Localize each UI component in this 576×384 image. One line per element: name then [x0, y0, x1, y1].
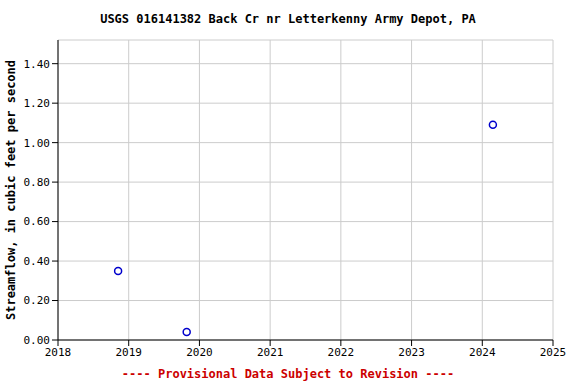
- svg-text:2023: 2023: [398, 346, 425, 359]
- svg-text:0.00: 0.00: [24, 334, 51, 347]
- svg-text:1.40: 1.40: [24, 58, 51, 71]
- svg-text:1.00: 1.00: [24, 137, 51, 150]
- svg-text:2019: 2019: [115, 346, 142, 359]
- svg-text:1.20: 1.20: [24, 97, 51, 110]
- svg-text:2018: 2018: [45, 346, 72, 359]
- svg-text:2024: 2024: [469, 346, 496, 359]
- svg-text:0.60: 0.60: [24, 215, 51, 228]
- html-text:USGS 016141382 Back Cr nr Lett: USGS 016141382 Back Cr nr Letterkenny Ar…: [100, 12, 476, 26]
- svg-text:2021: 2021: [257, 346, 284, 359]
- svg-text:0.80: 0.80: [24, 176, 51, 189]
- svg-text:0.40: 0.40: [24, 255, 51, 268]
- html-text:Streamflow, in cubic feet per: Streamflow, in cubic feet per second: [4, 60, 18, 320]
- svg-text:2022: 2022: [328, 346, 355, 359]
- html-text:---- Provisional Data Subject: ---- Provisional Data Subject to Revisio…: [121, 367, 455, 381]
- svg-text:2020: 2020: [186, 346, 213, 359]
- svg-text:0.20: 0.20: [24, 294, 51, 307]
- svg-text:2025: 2025: [540, 346, 567, 359]
